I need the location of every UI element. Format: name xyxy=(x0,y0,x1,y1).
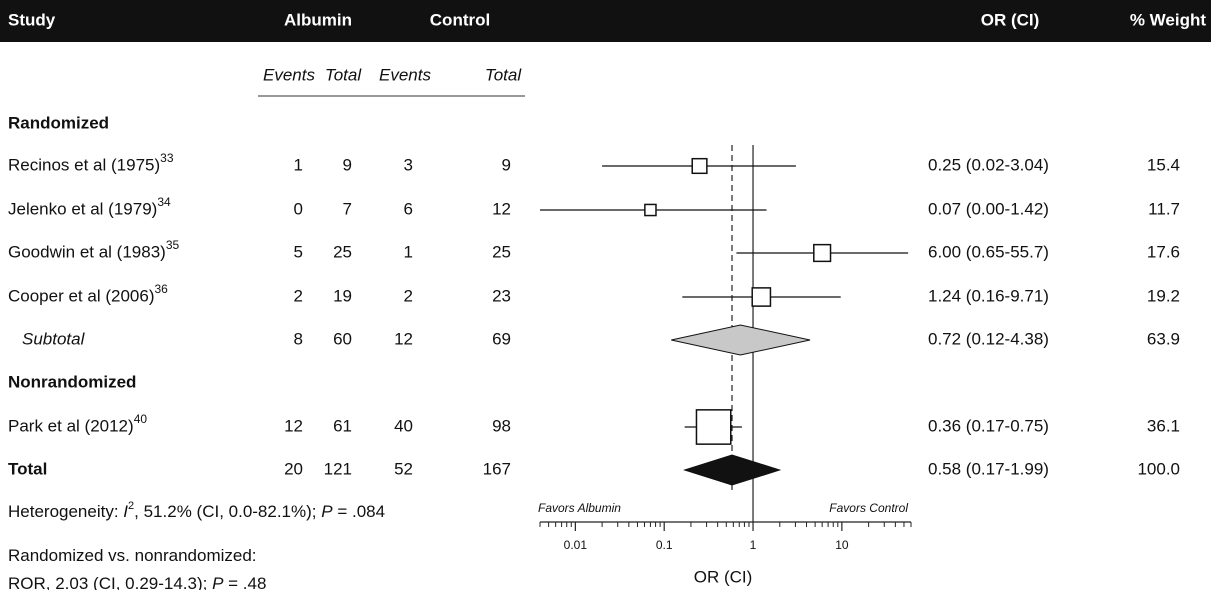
x-tick-label: 0.1 xyxy=(656,538,673,552)
footnote-part: P xyxy=(212,574,224,590)
count-cell: 23 xyxy=(492,286,511,305)
reference: 35 xyxy=(166,238,180,252)
or-cell: 6.00 (0.65-55.7) xyxy=(928,242,1049,261)
effect-box xyxy=(644,203,657,217)
pooled-diamond xyxy=(671,324,811,356)
footnote-part: Randomized vs. nonrandomized: xyxy=(8,546,257,565)
weight-cell: 17.6 xyxy=(1147,242,1180,261)
header-control: Control xyxy=(430,10,490,29)
header-study: Study xyxy=(8,10,56,29)
reference: 40 xyxy=(134,412,148,426)
weight-cell: 15.4 xyxy=(1147,155,1180,174)
or-cell: 0.07 (0.00-1.42) xyxy=(928,199,1049,218)
weight-cell: 100.0 xyxy=(1137,459,1180,478)
row-label: Jelenko et al (1979)34 xyxy=(8,195,171,218)
row-label: Cooper et al (2006)36 xyxy=(8,282,168,305)
count-cell: 12 xyxy=(394,329,413,348)
count-cell: 9 xyxy=(502,155,511,174)
count-cell: 1 xyxy=(404,242,413,261)
count-cell: 25 xyxy=(333,242,352,261)
x-tick-label: 0.01 xyxy=(564,538,588,552)
count-cell: 2 xyxy=(294,286,303,305)
count-cell: 69 xyxy=(492,329,511,348)
row-label: Nonrandomized xyxy=(8,372,136,391)
row-label: Randomized xyxy=(8,113,109,132)
header-weight: % Weight xyxy=(1130,10,1207,29)
count-cell: 1 xyxy=(294,155,303,174)
effect-box xyxy=(813,243,832,263)
row-label: Recinos et al (1975)33 xyxy=(8,151,174,174)
count-cell: 25 xyxy=(492,242,511,261)
header-albumin: Albumin xyxy=(284,10,352,29)
subheader: Events xyxy=(263,65,315,84)
footnote-part: Heterogeneity: xyxy=(8,502,123,521)
x-tick-label: 10 xyxy=(835,538,849,552)
subheader: Total xyxy=(485,65,522,84)
subheader: Events xyxy=(379,65,431,84)
row-label: Total xyxy=(8,459,47,478)
count-cell: 167 xyxy=(483,459,511,478)
count-cell: 12 xyxy=(284,416,303,435)
count-cell: 52 xyxy=(394,459,413,478)
count-cell: 3 xyxy=(404,155,413,174)
count-cell: 7 xyxy=(343,199,352,218)
or-cell: 0.58 (0.17-1.99) xyxy=(928,459,1049,478)
x-axis-label: OR (CI) xyxy=(694,567,753,586)
footnote: Heterogeneity: I2, 51.2% (CI, 0.0-82.1%)… xyxy=(8,500,385,522)
footnote-part: 2 xyxy=(128,500,134,512)
footnote-part: , 51.2% (CI, 0.0-82.1%); xyxy=(134,502,321,521)
footnote-part: P xyxy=(321,502,333,521)
pooled-diamond xyxy=(683,454,782,486)
weight-cell: 19.2 xyxy=(1147,286,1180,305)
footnote: Randomized vs. nonrandomized: xyxy=(8,546,257,565)
weight-cell: 63.9 xyxy=(1147,329,1180,348)
count-cell: 0 xyxy=(294,199,303,218)
weight-cell: 36.1 xyxy=(1147,416,1180,435)
count-cell: 9 xyxy=(343,155,352,174)
or-cell: 1.24 (0.16-9.71) xyxy=(928,286,1049,305)
reference: 36 xyxy=(154,282,168,296)
reference: 33 xyxy=(160,151,174,165)
count-cell: 98 xyxy=(492,416,511,435)
or-cell: 0.36 (0.17-0.75) xyxy=(928,416,1049,435)
footnote-part: I xyxy=(123,502,128,521)
count-cell: 8 xyxy=(294,329,303,348)
row-label: Park et al (2012)40 xyxy=(8,412,147,435)
effect-box xyxy=(691,157,708,175)
count-cell: 6 xyxy=(404,199,413,218)
count-cell: 40 xyxy=(394,416,413,435)
count-cell: 61 xyxy=(333,416,352,435)
count-cell: 20 xyxy=(284,459,303,478)
row-label: Subtotal xyxy=(22,329,86,348)
count-cell: 121 xyxy=(324,459,352,478)
footnote-part: = .48 xyxy=(223,574,266,590)
count-cell: 5 xyxy=(294,242,303,261)
or-cell: 0.72 (0.12-4.38) xyxy=(928,329,1049,348)
footnote: ROR, 2.03 (CI, 0.29-14.3); P = .48 xyxy=(8,574,266,590)
row-label: Goodwin et al (1983)35 xyxy=(8,238,180,261)
count-cell: 2 xyxy=(404,286,413,305)
weight-cell: 11.7 xyxy=(1148,199,1180,218)
effect-box xyxy=(695,409,732,445)
header-bar xyxy=(0,0,1211,42)
favors-left: Favors Albumin xyxy=(538,501,621,515)
subheader: Total xyxy=(325,65,362,84)
header-or: OR (CI) xyxy=(981,10,1040,29)
count-cell: 60 xyxy=(333,329,352,348)
footnote-part: ROR, 2.03 (CI, 0.29-14.3); xyxy=(8,574,212,590)
or-cell: 0.25 (0.02-3.04) xyxy=(928,155,1049,174)
x-tick-label: 1 xyxy=(750,538,757,552)
count-cell: 12 xyxy=(492,199,511,218)
reference: 34 xyxy=(157,195,171,209)
favors-right: Favors Control xyxy=(829,501,908,515)
count-cell: 19 xyxy=(333,286,352,305)
effect-box xyxy=(751,287,772,307)
footnote-part: = .084 xyxy=(333,502,385,521)
